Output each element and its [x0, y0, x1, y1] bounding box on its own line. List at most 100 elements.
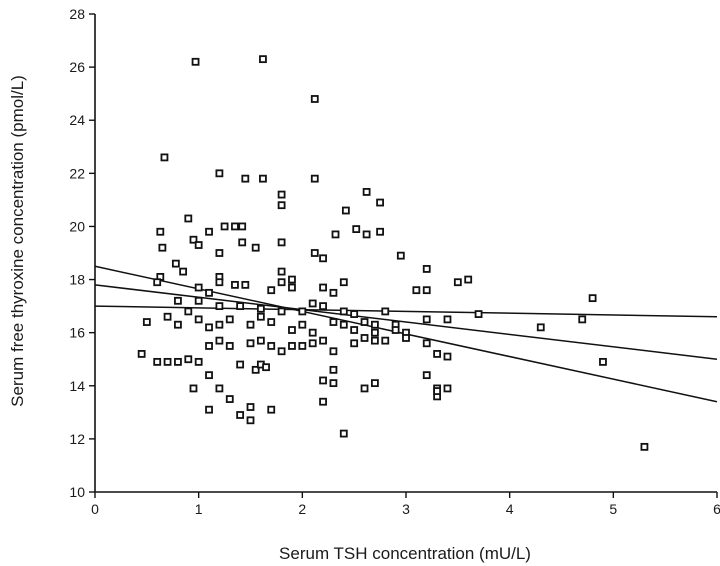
data-point	[267, 318, 276, 326]
y-tick-label: 22	[69, 165, 85, 181]
data-point	[319, 302, 327, 311]
data-point	[422, 339, 431, 348]
data-point	[194, 283, 203, 292]
data-point	[341, 206, 350, 215]
data-point	[205, 371, 213, 380]
x-tick-label: 6	[713, 501, 720, 517]
x-tick-label: 3	[402, 501, 410, 517]
data-point	[370, 328, 379, 337]
data-point	[433, 387, 442, 395]
data-point	[422, 371, 431, 380]
y-axis-ticks: 10 12 14 16 18 20 22 24 26 28	[69, 6, 95, 500]
y-axis-title: Serum free thyroxine concentration (pmol…	[8, 75, 27, 407]
data-point	[381, 307, 390, 316]
data-point	[137, 350, 146, 358]
data-point	[277, 347, 286, 356]
data-point	[179, 267, 188, 276]
data-point	[236, 302, 245, 311]
x-tick-label: 2	[298, 501, 306, 517]
data-point	[310, 174, 319, 183]
data-point	[376, 198, 384, 207]
data-point	[205, 342, 213, 350]
data-point	[191, 57, 200, 66]
data-point	[251, 243, 260, 252]
regression-line	[94, 305, 718, 318]
data-point	[163, 357, 172, 366]
data-point	[350, 310, 359, 318]
data-point	[319, 376, 327, 385]
data-point	[350, 339, 359, 348]
data-point	[298, 320, 307, 329]
data-point	[422, 286, 431, 295]
data-point	[588, 294, 597, 303]
data-point	[153, 357, 162, 366]
data-point	[422, 315, 431, 324]
data-point	[158, 243, 167, 252]
regression-line	[94, 284, 718, 360]
data-point	[339, 320, 348, 329]
data-point	[288, 342, 296, 350]
data-point	[184, 214, 193, 223]
x-tick-label: 1	[195, 501, 203, 517]
data-point	[443, 384, 452, 393]
data-point	[288, 326, 296, 334]
data-point	[215, 302, 224, 311]
data-point	[231, 280, 239, 289]
data-point	[184, 307, 193, 316]
data-point	[259, 55, 267, 64]
data-point	[194, 315, 203, 324]
data-point	[443, 352, 452, 361]
data-point	[308, 328, 317, 337]
y-tick-label: 18	[69, 272, 85, 288]
data-point	[464, 275, 473, 284]
data-point	[171, 259, 180, 268]
y-tick-label: 20	[69, 218, 85, 234]
data-point	[381, 336, 390, 345]
x-axis-ticks: 0 1 2 3 4 5 6	[91, 492, 720, 517]
data-point	[246, 320, 255, 329]
y-tick-label: 14	[69, 378, 85, 394]
data-point	[329, 365, 338, 374]
data-point	[256, 336, 265, 345]
data-point	[391, 326, 400, 334]
data-point	[443, 315, 452, 324]
data-point	[225, 315, 234, 324]
data-point	[298, 307, 307, 316]
data-point	[225, 342, 234, 350]
data-point	[220, 222, 229, 231]
data-point	[599, 357, 607, 366]
data-point	[256, 312, 265, 321]
data-point	[277, 267, 286, 276]
data-point	[174, 357, 182, 366]
data-point	[339, 307, 348, 316]
data-point	[277, 201, 286, 210]
y-tick-label: 12	[69, 431, 85, 447]
data-point	[174, 296, 182, 305]
data-point	[236, 411, 245, 419]
data-point	[215, 336, 224, 345]
data-point	[370, 336, 379, 345]
data-point	[163, 312, 172, 321]
data-point	[259, 174, 267, 183]
data-point	[189, 384, 198, 393]
data-point	[156, 227, 165, 236]
y-tick-label: 28	[69, 6, 85, 22]
data-point	[310, 95, 319, 103]
data-point	[231, 222, 239, 231]
data-point	[160, 153, 169, 162]
data-point	[350, 326, 359, 334]
data-point	[362, 188, 371, 196]
data-point	[319, 397, 327, 406]
data-point	[184, 355, 193, 364]
data-point	[329, 379, 338, 388]
data-point	[241, 280, 250, 289]
data-point	[360, 384, 369, 393]
data-point	[153, 278, 162, 287]
plot-frame	[94, 14, 717, 493]
data-point	[277, 307, 286, 316]
data-point	[267, 405, 276, 414]
data-point	[246, 416, 255, 425]
data-point	[205, 227, 213, 236]
data-point	[329, 347, 338, 356]
